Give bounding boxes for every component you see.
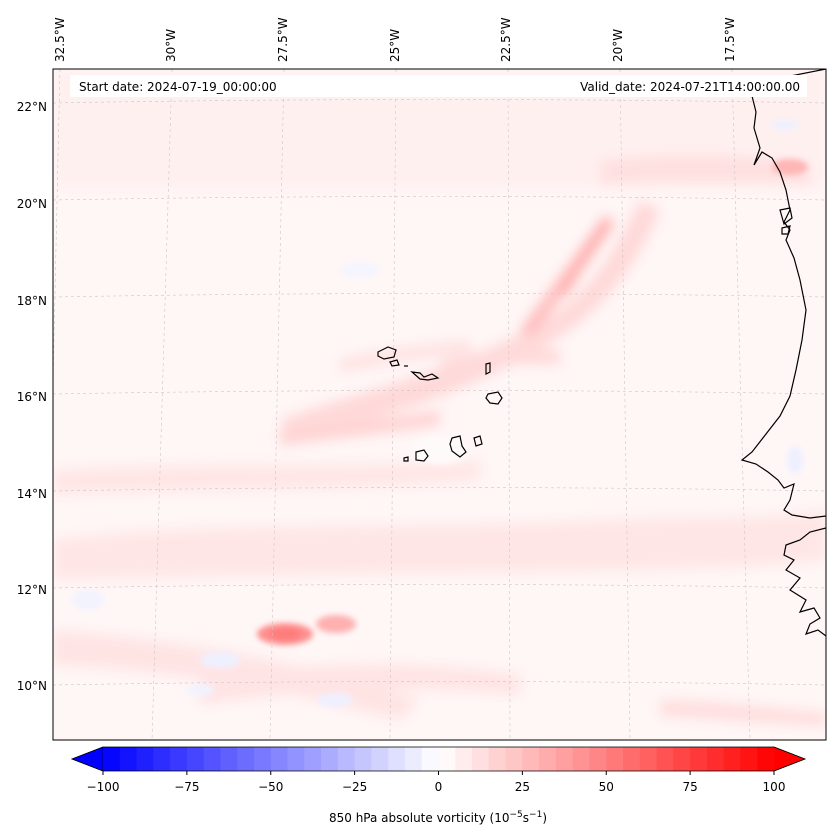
island-brava: [403, 456, 409, 462]
colorbar-min-extend: [71, 746, 104, 772]
colorbar-band: [337, 747, 356, 771]
colorbar-band: [539, 747, 557, 771]
lat-label: 12°N: [17, 583, 47, 597]
longitude-labels: 32.5°W 30°W 27.5°W 25°W 22.5°W 20°W 17.5…: [53, 17, 737, 62]
colorbar-band: [270, 747, 289, 771]
colorbar-band: [103, 747, 121, 771]
colorbar-tick-label: 0: [435, 780, 443, 794]
colorbar-band: [555, 747, 574, 771]
colorbar-band: [639, 747, 658, 771]
lon-label: 22.5°W: [499, 17, 513, 62]
island-fogo: [415, 449, 429, 462]
colorbar-band: [472, 747, 490, 771]
graticule: [53, 69, 826, 740]
colorbar-bands: [103, 747, 775, 771]
map-frame: [52, 68, 827, 741]
colorbar-band: [690, 747, 708, 771]
colorbar-band: [706, 747, 725, 771]
colorbar-band: [723, 747, 741, 771]
island-santiago: [449, 435, 467, 458]
lon-label: 32.5°W: [53, 17, 67, 62]
lat-label: 16°N: [17, 390, 47, 404]
colorbar-band: [522, 747, 540, 771]
colorbar-tick-label: −100: [87, 780, 120, 794]
island-sal: [485, 362, 491, 375]
colorbar-tick-label: −75: [174, 780, 199, 794]
colorbar-band: [253, 747, 272, 771]
colorbar-tick-label: −25: [342, 780, 367, 794]
colorbar-band: [606, 747, 624, 771]
colorbar-max-extend: [773, 746, 806, 772]
valid-date-label: Valid_date: 2024-07-21T14:00:00.00: [580, 80, 800, 94]
colorbar-band: [388, 747, 406, 771]
lat-label: 20°N: [17, 197, 47, 211]
colorbar-band: [572, 747, 590, 771]
colorbar-band: [321, 747, 339, 771]
island-sao-nicolau: [410, 371, 440, 381]
colorbar-band: [488, 747, 507, 771]
africa-coastline: [740, 69, 826, 519]
colorbar-band: [589, 747, 607, 771]
colorbar-band: [119, 747, 138, 771]
colorbar-band: [220, 747, 238, 771]
start-date-label: Start date: 2024-07-19_00:00:00: [79, 80, 277, 94]
colorbar-band: [170, 747, 188, 771]
colorbar-band: [673, 747, 691, 771]
colorbar-label: 850 hPa absolute vorticity (10−5s−1): [329, 810, 547, 825]
colorbar-tick-label: 50: [599, 780, 614, 794]
colorbar-band: [237, 747, 255, 771]
colorbar-band: [505, 747, 523, 771]
colorbar-ticks: −100 −75 −50 −25 0 25 50 75 100: [87, 771, 786, 794]
colorbar-band: [287, 747, 305, 771]
lat-label: 14°N: [17, 487, 47, 501]
colorbar-band: [740, 747, 758, 771]
colorbar-band: [203, 747, 221, 771]
colorbar-band: [186, 747, 205, 771]
island-santo-antao: [377, 346, 397, 360]
lat-label: 18°N: [17, 294, 47, 308]
colorbar-band: [136, 747, 154, 771]
lon-label: 27.5°W: [276, 17, 290, 62]
colorbar-band: [757, 747, 775, 771]
colorbar-tick-label: 25: [515, 780, 530, 794]
header-box: [70, 75, 807, 97]
colorbar-band: [455, 747, 473, 771]
latitude-labels: 22°N 20°N 18°N 16°N 14°N 12°N 10°N: [17, 100, 47, 693]
colorbar-band: [656, 747, 674, 771]
lon-label: 20°W: [611, 29, 625, 62]
colorbar-band: [404, 747, 423, 771]
colorbar-band: [153, 747, 171, 771]
island-sao-vicente: [389, 359, 400, 367]
colorbar-band: [354, 747, 372, 771]
colorbar-band: [421, 747, 439, 771]
island-boa-vista: [485, 391, 503, 405]
colorbar-band: [623, 747, 641, 771]
colorbar-band: [304, 747, 322, 771]
colorbar-band: [371, 747, 389, 771]
colorbar: −100 −75 −50 −25 0 25 50 75 100 850 hPa absolute…: [70, 746, 807, 825]
island-maio: [473, 435, 483, 447]
lon-label: 17.5°W: [723, 17, 737, 62]
lon-label: 25°W: [388, 29, 402, 62]
lat-label: 22°N: [17, 100, 47, 114]
colorbar-tick-label: −50: [258, 780, 283, 794]
lat-label: 10°N: [17, 679, 47, 693]
lon-label: 30°W: [164, 29, 178, 62]
colorbar-tick-label: 75: [682, 780, 697, 794]
coastlines: [377, 69, 826, 637]
colorbar-band: [438, 747, 456, 771]
colorbar-tick-label: 100: [763, 780, 786, 794]
map-panel: [53, 69, 826, 740]
